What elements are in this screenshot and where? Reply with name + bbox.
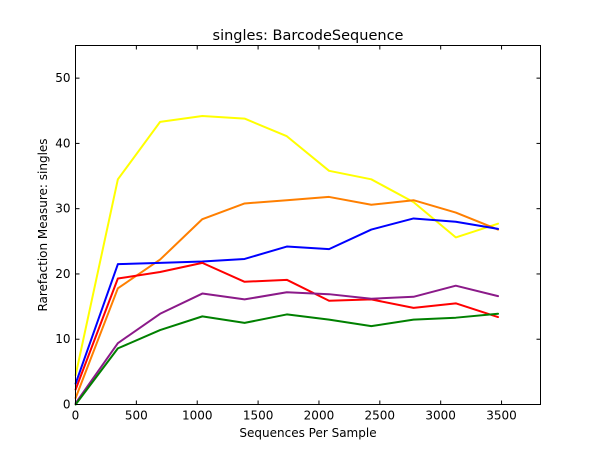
series-line-1 <box>74 114 500 377</box>
tick-layer: 0 500 1000 1500 2000 2500 3000 3500 0 10 20 30 40 50 <box>55 45 541 423</box>
x-tick-label: 500 <box>125 409 148 423</box>
y-tick-label: 50 <box>55 71 70 85</box>
y-tick-label: 0 <box>63 398 71 412</box>
plot-frame <box>75 45 541 405</box>
series-layer <box>74 114 500 406</box>
x-tick-label: 0 <box>72 409 80 423</box>
y-tick-label: 40 <box>55 136 70 150</box>
x-tick-label: 3000 <box>425 409 456 423</box>
x-axis-label: Sequences Per Sample <box>239 426 376 440</box>
x-tick-label: 2000 <box>304 409 335 423</box>
chart-title: singles: BarcodeSequence <box>213 28 404 44</box>
y-tick-label: 10 <box>55 332 70 346</box>
series-line-6 <box>74 312 500 406</box>
y-axis-label: Rarefaction Measure: singles <box>36 138 50 311</box>
x-tick-label: 2500 <box>365 409 396 423</box>
series-line-4 <box>74 261 500 391</box>
x-tick-label: 3500 <box>486 409 517 423</box>
y-tick-label: 30 <box>55 202 70 216</box>
x-tick-label: 1000 <box>182 409 213 423</box>
series-line-5 <box>74 284 500 405</box>
series-line-3 <box>74 217 500 385</box>
y-tick-label: 20 <box>55 267 70 281</box>
series-line-2 <box>74 195 500 399</box>
x-tick-label: 1500 <box>243 409 274 423</box>
